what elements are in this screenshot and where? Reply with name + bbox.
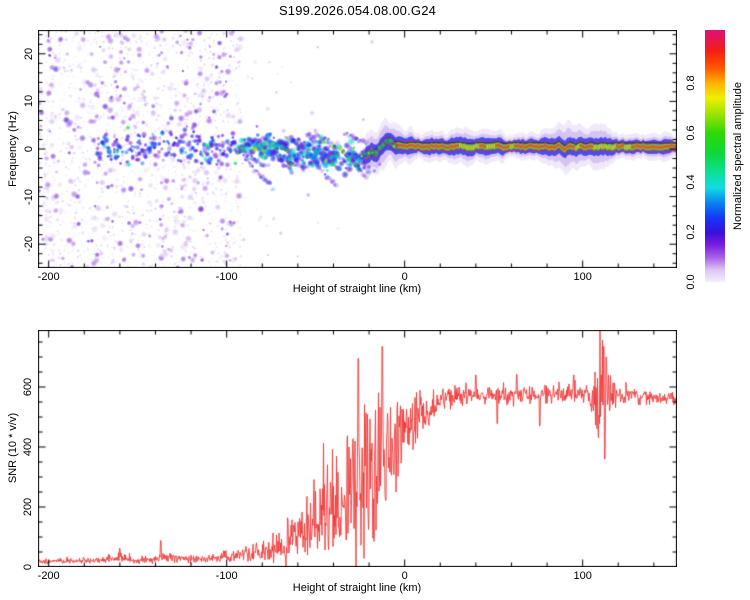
snr-x-tick--100: -100 [215, 570, 238, 582]
snr-line-chart [38, 330, 677, 567]
snr-x-tick--200: -200 [37, 570, 60, 582]
spectrogram-y-tick--10: -10 [23, 188, 35, 205]
snr-x-tick-100: 100 [573, 570, 592, 582]
snr-x-tick-0: 0 [401, 570, 408, 582]
colorbar-gradient [705, 30, 725, 282]
spectrogram-xlabel: Height of straight line (km) [292, 283, 422, 295]
colorbar-tick-0.0: 0.0 [685, 274, 697, 290]
snr-y-tick-600: 600 [22, 377, 34, 397]
spectrogram-y-tick--20: -20 [23, 236, 35, 253]
colorbar-tick-0.6: 0.6 [685, 124, 697, 141]
snr-y-tick-200: 200 [22, 497, 34, 517]
spectrogram-y-tick-20: 20 [23, 47, 35, 60]
snr-y-tick-0: 0 [22, 563, 34, 571]
spectrogram-y-tick-0: 0 [23, 145, 35, 153]
snr-xlabel: Height of straight line (km) [292, 582, 422, 594]
spectrogram-x-tick-0: 0 [401, 271, 408, 283]
snr-ylabel: SNR (10 * v/v) [7, 412, 19, 484]
spectrogram-x-tick--200: -200 [37, 271, 60, 283]
spectrogram-x-tick--100: -100 [215, 271, 238, 283]
spectrogram-y-tick-10: 10 [23, 95, 35, 108]
spectrogram-ylabel: Frequency (Hz) [7, 111, 19, 187]
colorbar-label: Normalized spectral amplitude [732, 82, 744, 230]
colorbar-tick-0.2: 0.2 [685, 224, 697, 240]
figure-title: S199.2026.054.08.00.G24 [278, 3, 437, 18]
snr-y-tick-400: 400 [22, 437, 34, 457]
colorbar-tick-0.4: 0.4 [685, 174, 697, 191]
colorbar-tick-0.8: 0.8 [685, 75, 697, 91]
spectrogram-heatmap [38, 30, 677, 268]
spectrogram-x-tick-100: 100 [573, 271, 592, 283]
